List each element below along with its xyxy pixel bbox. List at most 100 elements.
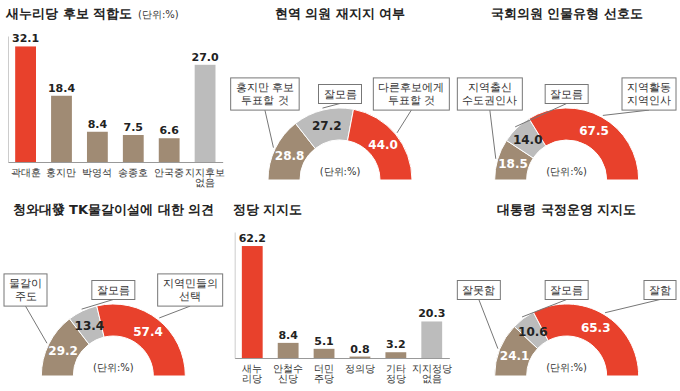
data-label: 3.2 [386, 338, 406, 351]
x-tick-label-line: 정의당 [345, 363, 375, 374]
category-label-line: 물갈이 [9, 277, 42, 290]
x-tick-label-line: 송종호 [118, 167, 148, 178]
panel: 국회의원 인물유형 선호도 (단위:%) 지역출신수도권인사 잘모름 지역활동지역인사 1… [457, 6, 676, 180]
category-label: 잘모름 [550, 88, 583, 101]
callout-box [457, 78, 522, 110]
x-tick-label-line: 주당 [314, 373, 334, 384]
callout: 잘모름 [545, 85, 588, 104]
leader-line [490, 110, 496, 159]
callout: 지역활동지역인사 [622, 78, 676, 110]
segments [495, 304, 639, 376]
x-tick-label-line: 더민 [314, 363, 334, 374]
category-label: 잘모름 [97, 284, 130, 297]
category-label: 지역활동지역인사 [627, 81, 671, 107]
x-tick-label-line: 홍지만 [46, 167, 76, 178]
data-label: 10.6 [518, 325, 548, 339]
x-tick-label: 새누리당 [242, 363, 262, 385]
x-tick-label: 홍지만 [46, 167, 76, 178]
data-label: 24.1 [500, 349, 530, 363]
callout: 지역출신수도권인사 [457, 78, 522, 110]
category-label-line: 다른후보에게 [378, 81, 444, 94]
x-tick-label-line: 지지정당 [412, 363, 452, 374]
leader-line [26, 306, 47, 343]
callout: 다른후보에게투표할 것 [373, 78, 449, 110]
panel: 현역 의원 재지지 여부(단위:%)홍지만 후보투표할 것잘모름다른후보에게투표… [231, 6, 450, 180]
x-tick-label-line: 없음 [195, 177, 215, 188]
chart-subtitle: (단위:%) [546, 166, 587, 177]
x-tick-label-line: 기타 [386, 363, 406, 374]
x-tick-label: 기타정당 [386, 363, 406, 385]
data-labels: 28.827.244.0 [275, 119, 398, 163]
chart-subtitle: (단위:%) [320, 166, 361, 177]
chart-title: 국회의원 인물유형 선호도 [491, 6, 643, 21]
x-tick-label: 더민주당 [314, 363, 334, 385]
category-label-line: 잘모름 [97, 284, 130, 297]
callout-box [457, 281, 500, 300]
x-axis: 새누리당안철수신당더민주당정의당기타정당지지정당없음 [235, 359, 452, 385]
leader-line [603, 110, 649, 115]
callout: 물갈이주도 [4, 274, 47, 306]
callout-box [158, 274, 223, 306]
chart-title: 정당 지지도 [233, 202, 303, 217]
leader-line [159, 306, 190, 318]
data-labels: 62.28.45.10.83.220.3 [239, 232, 446, 356]
data-label: 27.2 [312, 119, 342, 133]
chart-title: 대통령 국정운영 지지도 [497, 202, 636, 217]
chart-title: 새누리당 후보 적합도 [5, 6, 132, 21]
segments [41, 304, 185, 376]
data-label: 5.1 [314, 335, 334, 348]
callout: 잘못함 [457, 281, 500, 300]
x-tick-label-line: 정당 [386, 373, 406, 384]
chart-subtitle: (단위:%) [546, 362, 587, 373]
leader-line [522, 300, 567, 317]
data-label: 57.4 [133, 325, 163, 339]
leader-line [479, 300, 498, 349]
category-label-line: 홍지만 후보 [236, 81, 295, 94]
x-axis: 곽대훈홍지만박영석송종호안국중지지후보없음 [9, 163, 226, 189]
panel: 새누리당 후보 적합도(단위:%)곽대훈홍지만박영석송종호안국중지지후보없음32… [5, 6, 225, 188]
x-tick-label: 곽대훈 [11, 167, 41, 178]
category-label-line: 잘못함 [462, 284, 495, 297]
y-axis [235, 233, 236, 359]
x-tick-label-line: 곽대훈 [11, 167, 41, 178]
leader-line [605, 300, 660, 313]
x-axis-line [9, 162, 224, 163]
callouts: 잘못함 잘모름 잘함 [457, 281, 676, 349]
bar [385, 352, 406, 358]
bars [242, 246, 442, 358]
callout: 지역민들의선택 [158, 274, 223, 306]
x-tick-label-line: 리당 [242, 373, 262, 384]
category-label-line: 주도 [15, 290, 37, 303]
chart-title: 현역 의원 재지지 여부 [275, 6, 406, 21]
data-label: 14.0 [513, 133, 543, 147]
category-label: 잘함 [649, 284, 671, 297]
panel: 청와대發 TK물갈이설에 대한 의견(단위:%)물갈이주도잘모름지역민들의선택2… [4, 202, 223, 376]
data-label: 29.2 [48, 344, 78, 358]
callouts: 물갈이주도 잘모름 지역민들의선택 [4, 274, 223, 343]
category-label: 잘모름 [550, 284, 583, 297]
x-tick-label: 안국중 [154, 167, 184, 178]
x-tick-label: 박영석 [82, 167, 112, 178]
category-label-line: 투표할 것 [388, 94, 436, 107]
chart-title: 청와대發 TK물갈이설에 대한 의견 [13, 202, 215, 217]
data-label: 62.2 [239, 232, 266, 245]
bar [123, 135, 144, 162]
category-label: 다른후보에게투표할 것 [378, 81, 444, 107]
data-label: 28.8 [275, 149, 305, 163]
segments [268, 108, 412, 180]
callouts: 지역출신수도권인사 잘모름 지역활동지역인사 [457, 78, 676, 159]
bars [15, 46, 215, 162]
callout-box [644, 281, 676, 300]
segments [495, 108, 639, 180]
callout: 잘모름 [545, 281, 588, 300]
chart-canvas: 새누리당 후보 적합도(단위:%)곽대훈홍지만박영석송종호안국중지지후보없음32… [0, 0, 680, 391]
x-tick-label-line: 박영석 [82, 167, 112, 178]
category-label-line: 투표할 것 [241, 94, 289, 107]
segment [533, 304, 638, 376]
data-label: 7.5 [124, 121, 144, 134]
data-label: 13.4 [75, 319, 105, 333]
category-label-line: 잘모름 [324, 88, 357, 101]
data-label: 32.1 [12, 32, 39, 45]
y-axis-line [8, 37, 9, 163]
bar [87, 132, 108, 162]
